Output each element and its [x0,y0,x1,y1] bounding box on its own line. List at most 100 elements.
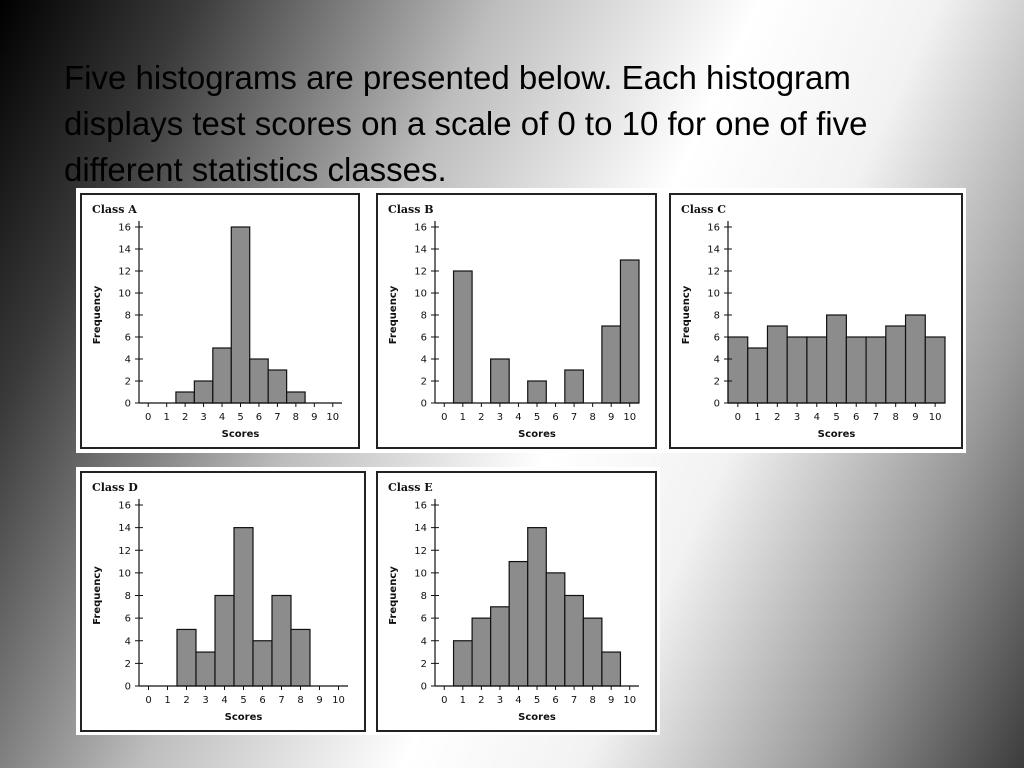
x-tick-label: 0 [735,412,741,423]
bar-score-9 [601,651,622,687]
x-tick-label: 3 [200,412,206,423]
x-tick-label: 5 [833,412,839,423]
x-axis-label: Scores [222,429,260,440]
bar-score-9 [904,314,926,404]
x-tick-label: 3 [794,412,800,423]
bar-score-8 [286,391,306,404]
x-tick-label: 10 [332,695,345,706]
y-tick-label: 16 [118,501,131,512]
chart-title: Class A [92,203,137,216]
x-tick-label: 9 [316,695,322,706]
bar-score-8 [582,617,603,687]
bar-score-7 [564,594,584,687]
y-tick-label: 12 [118,267,131,278]
y-tick-label: 4 [421,636,427,647]
x-tick-label: 7 [274,412,280,423]
bar-score-3 [786,336,808,404]
y-tick-label: 16 [414,501,427,512]
x-axis-label: Scores [518,429,556,440]
bar-score-2 [471,617,492,687]
y-axis-label: Frequency [388,566,399,625]
histogram-class-b: Class B Frequency Scores 0 2 4 6 8 10 12 14 16 0 1 2 3 4… [376,193,657,449]
x-tick-label: 7 [571,412,577,423]
bar-score-3 [490,606,510,687]
histogram-class-d: Class D Frequency Scores 0 2 4 6 8 10 12 14 16 0 1 2 3 4… [80,471,366,732]
x-tick-label: 3 [497,412,503,423]
x-tick-label: 5 [534,412,540,423]
chart-title: Class E [388,481,433,494]
x-axis-label: Scores [225,712,263,723]
x-tick-label: 7 [571,695,577,706]
y-tick-label: 0 [421,399,427,410]
y-tick-label: 14 [414,523,427,534]
x-tick-label: 10 [623,412,636,423]
x-tick-label: 1 [754,412,760,423]
bar-score-6 [545,572,566,687]
x-tick-label: 6 [552,412,558,423]
x-tick-label: 8 [297,695,303,706]
y-tick-label: 14 [707,245,720,256]
x-tick-label: 0 [441,412,447,423]
x-tick-label: 2 [182,412,188,423]
bar-score-7 [267,369,288,404]
histogram-class-a: Class A Frequency Scores 0 2 4 6 8 10 12 14 16 0 1 2 3 4… [80,193,360,449]
bar-score-1 [747,347,769,404]
x-tick-label: 9 [608,695,614,706]
bar-score-6 [252,640,273,687]
x-tick-label: 6 [552,695,558,706]
bar-score-6 [249,358,269,404]
y-axis-label: Frequency [92,285,103,344]
bar-score-2 [766,325,788,404]
x-tick-label: 1 [460,412,466,423]
y-axis-label: Frequency [681,285,692,344]
y-tick-label: 4 [714,355,720,366]
x-tick-label: 4 [814,412,820,423]
chart-title: Class D [92,481,138,494]
bar-score-3 [193,380,214,404]
x-tick-label: 8 [892,412,898,423]
x-tick-label: 6 [259,695,265,706]
x-tick-label: 10 [623,695,636,706]
y-tick-label: 8 [714,311,720,322]
bar-score-0 [727,336,749,404]
bar-score-4 [212,347,232,404]
x-tick-label: 4 [219,412,225,423]
y-tick-label: 12 [707,267,720,278]
bar-score-8 [885,325,907,404]
y-tick-label: 2 [421,377,427,388]
bar-score-5 [230,226,251,404]
bar-score-9 [601,325,622,404]
y-tick-label: 0 [421,682,427,693]
y-tick-label: 6 [421,333,427,344]
x-tick-label: 1 [164,695,170,706]
bar-score-4 [214,594,235,687]
y-tick-label: 10 [118,289,131,300]
chart-title: Class C [681,203,726,216]
y-tick-label: 2 [125,377,131,388]
x-tick-label: 4 [515,695,521,706]
histogram-class-c: Class C Frequency Scores 0 2 4 6 8 10 12 14 16 0 1 2 3 4… [669,193,963,449]
bar-score-5 [826,314,847,404]
x-tick-label: 2 [774,412,780,423]
x-tick-label: 9 [311,412,317,423]
bar-score-5 [527,527,547,687]
y-tick-label: 0 [714,399,720,410]
bar-score-7 [865,336,887,404]
bar-score-6 [845,336,867,404]
x-tick-label: 10 [929,412,942,423]
x-tick-label: 2 [183,695,189,706]
y-tick-label: 6 [125,333,131,344]
y-tick-label: 6 [125,614,131,625]
y-tick-label: 12 [414,267,427,278]
x-tick-label: 10 [326,412,339,423]
bar-score-5 [527,380,547,404]
x-tick-label: 1 [163,412,169,423]
y-tick-label: 12 [118,546,131,557]
bar-score-2 [176,628,197,687]
x-tick-label: 2 [478,695,484,706]
y-tick-label: 8 [421,311,427,322]
